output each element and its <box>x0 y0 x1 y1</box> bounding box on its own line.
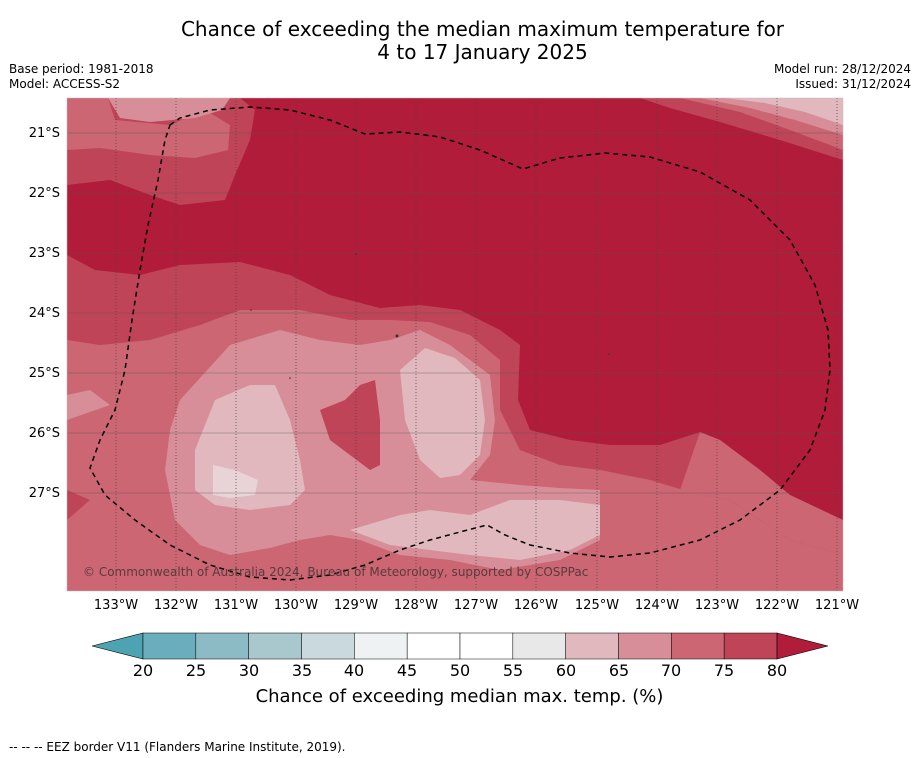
model-run: Model run: 28/12/2024 <box>773 62 911 76</box>
title-line-1: Chance of exceeding the median maximum t… <box>180 17 785 41</box>
fill-60-65-south <box>350 500 600 560</box>
colorbar-tick-80: 80 <box>766 661 788 680</box>
lon-label-126w: 126°W <box>513 598 559 613</box>
colorbar-tick-40: 40 <box>343 661 365 680</box>
small-islands <box>250 253 610 379</box>
colorbar <box>91 632 829 660</box>
colorbar-tick-70: 70 <box>660 661 682 680</box>
colorbar-segment-25-30 <box>195 632 249 660</box>
model-name: Model: ACCESS-S2 <box>9 77 121 91</box>
lat-label-21s: 21°S <box>28 126 60 141</box>
map-title: Chance of exceeding the median maximum t… <box>0 18 919 64</box>
lon-label-122w: 122°W <box>754 598 800 613</box>
lat-label-26s: 26°S <box>28 426 60 441</box>
colorbar-over-arrow <box>776 632 829 660</box>
eez-border <box>89 106 831 581</box>
base-period: Base period: 1981-2018 <box>9 62 154 76</box>
meta-left: Base period: 1981-2018 Model: ACCESS-S2 <box>9 62 154 92</box>
probability-map <box>66 97 844 592</box>
lon-label-121w: 121°W <box>814 598 860 613</box>
fill-75-80-inner <box>320 380 380 470</box>
lon-label-128w: 128°W <box>393 598 439 613</box>
copyright-notice: © Commonwealth of Australia 2024, Bureau… <box>83 565 589 579</box>
colorbar-segment-20-25 <box>142 632 197 660</box>
colorbar-segment-55-60 <box>512 632 566 660</box>
colorbar-under-arrow <box>91 632 144 660</box>
lon-label-129w: 129°W <box>333 598 379 613</box>
colorbar-tick-30: 30 <box>238 661 260 680</box>
colorbar-segment-70-75 <box>671 632 725 660</box>
latitude-gridlines <box>67 132 843 494</box>
fill-60-65-east <box>400 348 485 478</box>
colorbar-tick-25: 25 <box>185 661 207 680</box>
colorbar-segment-50-55 <box>459 632 514 660</box>
meta-right: Model run: 28/12/2024 Issued: 31/12/2024 <box>774 62 911 92</box>
colorbar-tick-75: 75 <box>713 661 735 680</box>
lon-label-123w: 123°W <box>694 598 740 613</box>
fill-60-65-northeast <box>725 98 843 125</box>
colorbar-tick-55: 55 <box>502 661 524 680</box>
colorbar-segment-45-50 <box>406 632 461 660</box>
colorbar-segment-75-80 <box>723 632 778 660</box>
colorbar-segment-60-65 <box>565 632 619 660</box>
fill-55-60-pocket <box>213 465 258 498</box>
title-line-2: 4 to 17 January 2025 <box>377 40 588 64</box>
map-frame <box>66 97 844 592</box>
colorbar-tick-45: 45 <box>396 661 418 680</box>
eez-footnote: -- -- -- EEZ border V11 (Flanders Marine… <box>9 740 346 754</box>
lat-label-27s: 27°S <box>28 486 60 501</box>
fill-65-70-north <box>108 98 230 122</box>
colorbar-segment-35-40 <box>301 632 355 660</box>
lon-label-125w: 125°W <box>574 598 620 613</box>
issued-date: Issued: 31/12/2024 <box>795 77 911 91</box>
lon-label-131w: 131°W <box>213 598 259 613</box>
colorbar-tick-35: 35 <box>291 661 313 680</box>
fill-70-75-southeast <box>680 432 843 555</box>
fill-65-70-central <box>67 390 110 420</box>
colorbar-label: Chance of exceeding median max. temp. (%… <box>255 686 664 707</box>
lat-label-22s: 22°S <box>28 186 60 201</box>
lon-label-130w: 130°W <box>273 598 319 613</box>
lon-label-124w: 124°W <box>634 598 680 613</box>
colorbar-segment-30-35 <box>248 632 302 660</box>
longitude-gridlines <box>115 98 838 591</box>
lat-label-25s: 25°S <box>28 366 60 381</box>
colorbar-tick-65: 65 <box>608 661 630 680</box>
colorbar-segment-40-45 <box>354 632 408 660</box>
probability-fill <box>67 98 843 591</box>
lat-label-24s: 24°S <box>28 306 60 321</box>
lon-label-133w: 133°W <box>93 598 139 613</box>
colorbar-segment-65-70 <box>618 632 672 660</box>
lon-label-132w: 132°W <box>153 598 199 613</box>
lon-label-127w: 127°W <box>453 598 499 613</box>
colorbar-tick-20: 20 <box>132 661 154 680</box>
fill-70-75-bottom-left <box>255 545 300 585</box>
colorbar-tick-60: 60 <box>555 661 577 680</box>
lat-label-23s: 23°S <box>28 246 60 261</box>
colorbar-segments <box>142 632 778 660</box>
colorbar-tick-50: 50 <box>449 661 471 680</box>
fill-70-75-north <box>67 98 230 158</box>
